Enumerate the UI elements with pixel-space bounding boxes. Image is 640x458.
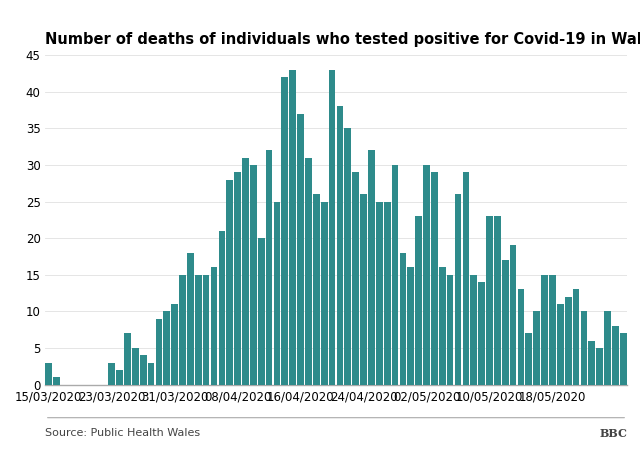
Bar (274, 202, 280, 385)
Bar (305, 158, 312, 385)
Bar (620, 333, 627, 385)
Bar (573, 289, 579, 385)
Bar (557, 304, 564, 385)
Bar (580, 311, 588, 385)
Bar (258, 238, 264, 385)
Bar (612, 326, 619, 385)
Bar (195, 275, 202, 385)
Bar (525, 333, 532, 385)
Bar (431, 172, 438, 385)
Bar (596, 348, 603, 385)
Bar (234, 172, 241, 385)
Bar (132, 348, 139, 385)
Bar (353, 172, 359, 385)
Bar (140, 355, 147, 385)
Bar (250, 165, 257, 385)
Bar (549, 275, 556, 385)
Bar (321, 202, 328, 385)
Bar (509, 245, 516, 385)
Bar (337, 106, 343, 385)
Text: Source: Public Health Wales: Source: Public Health Wales (45, 428, 200, 437)
Bar (376, 202, 383, 385)
Text: BBC: BBC (599, 428, 627, 439)
Bar (384, 202, 390, 385)
Bar (439, 267, 445, 385)
Bar (116, 370, 123, 385)
Bar (423, 165, 430, 385)
Bar (172, 304, 178, 385)
Bar (518, 289, 524, 385)
Bar (454, 194, 461, 385)
Bar (179, 275, 186, 385)
Bar (344, 128, 351, 385)
Bar (463, 172, 469, 385)
Bar (541, 275, 548, 385)
Bar (289, 70, 296, 385)
Bar (329, 70, 335, 385)
Bar (218, 231, 225, 385)
Bar (604, 311, 611, 385)
Bar (588, 341, 595, 385)
Bar (203, 275, 209, 385)
Bar (282, 77, 288, 385)
Bar (478, 282, 485, 385)
Bar (187, 253, 194, 385)
Bar (124, 333, 131, 385)
Bar (53, 377, 60, 385)
Bar (533, 311, 540, 385)
Text: Number of deaths of individuals who tested positive for Covid-19 in Wales by dat: Number of deaths of individuals who test… (45, 32, 640, 47)
Bar (565, 297, 572, 385)
Bar (148, 363, 154, 385)
Bar (297, 114, 304, 385)
Bar (211, 267, 218, 385)
Bar (163, 311, 170, 385)
Bar (415, 216, 422, 385)
Bar (156, 319, 163, 385)
Bar (447, 275, 454, 385)
Bar (494, 216, 500, 385)
Bar (242, 158, 249, 385)
Bar (470, 275, 477, 385)
Bar (368, 150, 375, 385)
Bar (45, 363, 52, 385)
Bar (313, 194, 319, 385)
Bar (486, 216, 493, 385)
Bar (392, 165, 398, 385)
Bar (408, 267, 414, 385)
Bar (266, 150, 273, 385)
Bar (399, 253, 406, 385)
Bar (227, 180, 233, 385)
Bar (360, 194, 367, 385)
Bar (502, 260, 509, 385)
Bar (108, 363, 115, 385)
